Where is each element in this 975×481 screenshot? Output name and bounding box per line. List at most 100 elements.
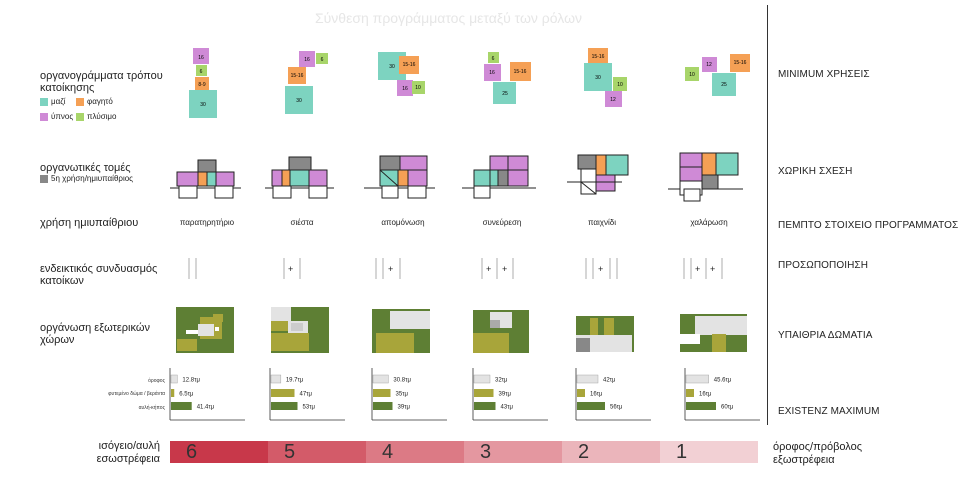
bar-5-3 — [577, 402, 605, 410]
plus-6b: + — [710, 264, 715, 274]
legend-together-text: μαζί — [51, 97, 66, 106]
svg-text:16: 16 — [304, 57, 310, 63]
exterior-plan-5 — [576, 316, 634, 352]
svg-text:25: 25 — [502, 91, 508, 97]
plus-5a: + — [598, 264, 603, 274]
exterior-plan-4 — [473, 310, 529, 353]
bar-value-2-2: 47τμ — [300, 392, 313, 398]
bar-6-2 — [686, 389, 694, 397]
gradient-step-1: 6 — [170, 441, 268, 463]
org-charts-label: οργανογράμματα τρόπου κατοίκησης — [40, 70, 163, 94]
section-5 — [567, 154, 629, 195]
org-chart-6: 10 12 15-16 25 — [685, 54, 750, 96]
bar-value-3-3: 39τμ — [398, 405, 411, 411]
legend-together-swatch — [40, 97, 48, 106]
bar-value-3-1: 30.8τμ — [393, 378, 411, 384]
svg-text:10: 10 — [617, 82, 623, 88]
svg-text:15-16: 15-16 — [291, 73, 304, 79]
use-label-5: παιχνίδι — [587, 218, 616, 227]
bar-3-2 — [373, 389, 391, 397]
gradient-step-2: 5 — [268, 441, 366, 463]
bar-5-1 — [576, 374, 599, 384]
svg-text:6: 6 — [200, 69, 203, 75]
semi-outdoor-use-label: χρήση ημιυπαίθριου — [40, 217, 139, 229]
sections-label: οργανωτικές τομές — [40, 162, 131, 174]
bar-value-1-2: 6.5τμ — [179, 392, 194, 398]
plus-4b: + — [502, 264, 507, 274]
bar-5-2 — [577, 389, 585, 397]
area-bar-charts: 12.8τμ 6.5τμ 41.4τμ 19.7τμ 47τμ 53τμ 30.8τμ 35τ… — [169, 368, 760, 421]
exterior-plan-2 — [271, 307, 329, 353]
bar-value-4-2: 39τμ — [499, 392, 512, 398]
svg-text:30: 30 — [200, 102, 206, 108]
legend-wash: πλύσιμο — [76, 112, 116, 121]
svg-text:15-16: 15-16 — [734, 60, 747, 66]
legend-together: μαζί — [40, 97, 66, 106]
org1-sleep — [193, 48, 209, 64]
legend-food-text: φαγητό — [87, 97, 113, 106]
gradient-step-label: 4 — [382, 441, 394, 463]
right-label-spatial: ΧΩΡΙΚΗ ΣΧΕΣΗ — [778, 166, 853, 177]
legend-sleep: ύπνος — [40, 112, 73, 121]
section-3 — [364, 155, 435, 199]
use-label-6: χαλάρωση — [690, 218, 728, 227]
exterior-plan-6 — [680, 314, 747, 352]
page-title: Σύνθεση προγράμματος μεταξύ των ρόλων — [315, 10, 583, 26]
bar-value-1-1: 12.8τμ — [182, 378, 200, 384]
gradient-step-label: 3 — [480, 441, 492, 463]
use-label-4: συνεύρεση — [482, 218, 522, 227]
org-chart-4: 6 16 15-16 25 — [484, 52, 531, 104]
exterior-plan-1 — [176, 307, 234, 353]
bar-4-2 — [474, 389, 494, 397]
bar-value-6-3: 60τμ — [721, 405, 734, 411]
bar-value-5-3: 56τμ — [610, 405, 623, 411]
bar-value-5-1: 42τμ — [603, 378, 616, 384]
gradient-step-5: 2 — [562, 441, 660, 463]
bar-value-1-3: 41.4τμ — [197, 405, 215, 411]
legend-sleep-swatch — [40, 112, 48, 121]
org1-wash — [196, 65, 207, 76]
bar-value-2-1: 19.7τμ — [286, 378, 304, 384]
exterior-plan-3 — [372, 309, 430, 353]
right-label-personal: ΠΡΟΣΩΠΟΠΟΙΗΣΗ — [778, 260, 869, 271]
bar-2-2 — [271, 389, 295, 397]
svg-text:8-9: 8-9 — [198, 82, 205, 88]
org-chart-1: 16 6 8-9 30 — [189, 48, 217, 118]
gradient-step-label: 6 — [186, 441, 198, 463]
legend-food: φαγητό — [76, 97, 113, 106]
svg-text:30: 30 — [595, 75, 601, 81]
bar-6-1 — [685, 374, 709, 384]
svg-text:30: 30 — [296, 98, 302, 104]
combination-plus-signs: + + + + + + + — [288, 264, 715, 274]
plus-4a: + — [486, 264, 491, 274]
use-label-2: σιέστα — [290, 218, 314, 227]
svg-text:15-16: 15-16 — [514, 69, 527, 75]
bar-label-terrace: φυτεμένο δώμα / βεράντα — [108, 391, 165, 397]
svg-text:12: 12 — [706, 62, 712, 68]
bar-value-5-2: 16τμ — [590, 392, 603, 398]
right-label-minimum: MINIMUM ΧΡΗΣΕΙΣ — [778, 69, 870, 80]
bar-value-2-3: 53τμ — [303, 405, 316, 411]
section-4 — [462, 155, 536, 199]
org-chart-3: 30 15-16 16 10 — [378, 52, 425, 96]
right-label-outdoor-rooms: ΥΠΑΙΘΡΙΑ ΔΩΜΑΤΙΑ — [778, 330, 873, 341]
bar-value-6-2: 16τμ — [699, 392, 712, 398]
plus-3a: + — [388, 264, 393, 274]
legend-wash-text: πλύσιμο — [87, 112, 117, 121]
svg-text:16: 16 — [489, 70, 495, 76]
section-6 — [668, 152, 743, 202]
bar-value-4-3: 43τμ — [501, 405, 514, 411]
bar-1-1 — [170, 374, 178, 384]
right-label-existenz: EXISTENZ MAXIMUM — [778, 406, 880, 417]
plus-2a: + — [288, 264, 293, 274]
divider-line — [767, 5, 768, 425]
gradient-step-3: 4 — [366, 441, 464, 463]
svg-text:25: 25 — [721, 82, 727, 88]
bar-2-1 — [270, 374, 282, 384]
combination-label: ενδεικτικός συνδυασμός κατοίκων — [40, 263, 158, 287]
bar-label-floor: όροφος — [148, 378, 165, 384]
bar-6-3 — [686, 402, 716, 410]
svg-text:6: 6 — [492, 56, 495, 62]
use-label-1: παρατηρητήριο — [179, 218, 235, 227]
